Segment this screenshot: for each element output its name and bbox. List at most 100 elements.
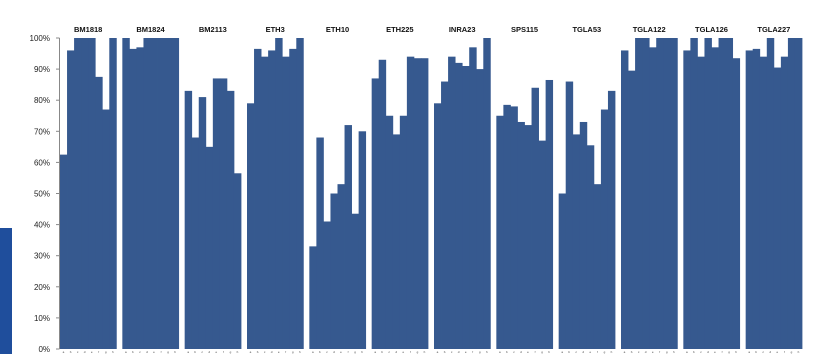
bar bbox=[441, 81, 449, 349]
group-label: ETH10 bbox=[326, 25, 349, 34]
bar bbox=[455, 62, 463, 349]
bar bbox=[254, 48, 262, 349]
category-tick-label: a bbox=[437, 350, 439, 354]
category-tick-label: g bbox=[230, 350, 232, 354]
group-label: ETH3 bbox=[266, 25, 285, 34]
bar bbox=[212, 78, 221, 350]
category-tick-label: b bbox=[194, 350, 196, 354]
category-tick-label: e bbox=[340, 350, 342, 354]
category-tick-label: b bbox=[444, 350, 446, 354]
bar bbox=[205, 146, 214, 349]
category-tick-label: g bbox=[728, 350, 730, 354]
category-tick-label: b bbox=[381, 350, 383, 354]
category-tick-label: d bbox=[707, 350, 709, 354]
category-tick-label: g bbox=[167, 350, 169, 354]
bar bbox=[261, 56, 269, 349]
category-tick-label: c bbox=[576, 350, 578, 354]
category-tick-label: f bbox=[784, 350, 785, 354]
bar bbox=[81, 38, 89, 349]
bar bbox=[371, 78, 380, 350]
bar bbox=[759, 56, 768, 349]
bar bbox=[628, 70, 636, 349]
bar bbox=[109, 38, 117, 349]
bar bbox=[794, 38, 803, 349]
y-tick-label: 40% bbox=[34, 221, 50, 230]
category-tick-label: b bbox=[631, 350, 633, 354]
bar bbox=[198, 97, 207, 349]
bar bbox=[538, 140, 547, 349]
bar bbox=[656, 38, 664, 349]
bar bbox=[663, 38, 671, 349]
category-tick-label: g bbox=[417, 350, 419, 354]
bar bbox=[745, 50, 754, 349]
bar bbox=[150, 38, 158, 349]
bar bbox=[683, 50, 691, 349]
y-axis: 0% 10% 20% 30% 40% 50% 60% 70% 80% 90% 100% bbox=[30, 34, 60, 354]
bar bbox=[392, 134, 401, 349]
category-tick-label: e bbox=[216, 350, 218, 354]
bar bbox=[67, 50, 75, 349]
category-tick-label: e bbox=[153, 350, 155, 354]
category-tick-label: a bbox=[250, 350, 252, 354]
category-tick-label: c bbox=[77, 350, 79, 354]
category-tick-label: a bbox=[748, 350, 750, 354]
bar bbox=[136, 47, 144, 350]
category-tick-label: b bbox=[755, 350, 757, 354]
y-tick-label: 90% bbox=[34, 65, 50, 74]
bar bbox=[469, 47, 477, 350]
category-tick-label: c bbox=[202, 350, 204, 354]
category-tick-label: d bbox=[333, 350, 335, 354]
bar bbox=[558, 193, 567, 349]
bar bbox=[226, 90, 235, 350]
bar bbox=[413, 58, 422, 350]
category-tick-label: c bbox=[139, 350, 141, 354]
category-tick-label: e bbox=[527, 350, 529, 354]
category-tick-label: b bbox=[568, 350, 570, 354]
bar bbox=[406, 56, 415, 349]
bar bbox=[642, 38, 650, 349]
bar bbox=[773, 67, 782, 350]
category-tick-label: h bbox=[611, 350, 613, 354]
category-tick-label: e bbox=[465, 350, 467, 354]
bar bbox=[289, 48, 297, 349]
category-tick-label: f bbox=[535, 350, 536, 354]
category-tick-label: d bbox=[208, 350, 210, 354]
category-tick-label: a bbox=[499, 350, 501, 354]
category-tick-label: g bbox=[105, 350, 107, 354]
category-tick-label: h bbox=[299, 350, 301, 354]
bar bbox=[531, 87, 539, 349]
category-tick-label: c bbox=[513, 350, 515, 354]
category-tick-label: f bbox=[597, 350, 598, 354]
category-tick-label: b bbox=[693, 350, 695, 354]
category-tick-label: f bbox=[161, 350, 162, 354]
category-tick-label: d bbox=[458, 350, 460, 354]
category-tick-label: a bbox=[125, 350, 127, 354]
bar bbox=[496, 115, 504, 349]
category-tick-label: c bbox=[638, 350, 640, 354]
bar bbox=[593, 184, 602, 349]
category-tick-label: d bbox=[395, 350, 397, 354]
category-tick-label: d bbox=[769, 350, 771, 354]
bar bbox=[344, 125, 352, 349]
category-tick-label: h bbox=[486, 350, 488, 354]
category-tick-label: c bbox=[763, 350, 765, 354]
category-tick-label: e bbox=[590, 350, 592, 354]
bar bbox=[545, 79, 554, 350]
bar bbox=[171, 38, 180, 349]
y-tick-label: 10% bbox=[34, 314, 50, 323]
category-tick-label: a bbox=[312, 350, 314, 354]
bar bbox=[766, 38, 775, 349]
bar bbox=[184, 90, 193, 350]
category-tick-label: h bbox=[237, 350, 239, 354]
bar bbox=[718, 38, 726, 349]
category-tick-label: g bbox=[791, 350, 793, 354]
category-tick-label: d bbox=[271, 350, 273, 354]
category-tick-label: f bbox=[348, 350, 349, 354]
bar bbox=[503, 104, 511, 350]
category-tick-label: b bbox=[257, 350, 259, 354]
bar bbox=[275, 38, 283, 349]
bar bbox=[510, 106, 518, 349]
category-tick-label: h bbox=[548, 350, 550, 354]
